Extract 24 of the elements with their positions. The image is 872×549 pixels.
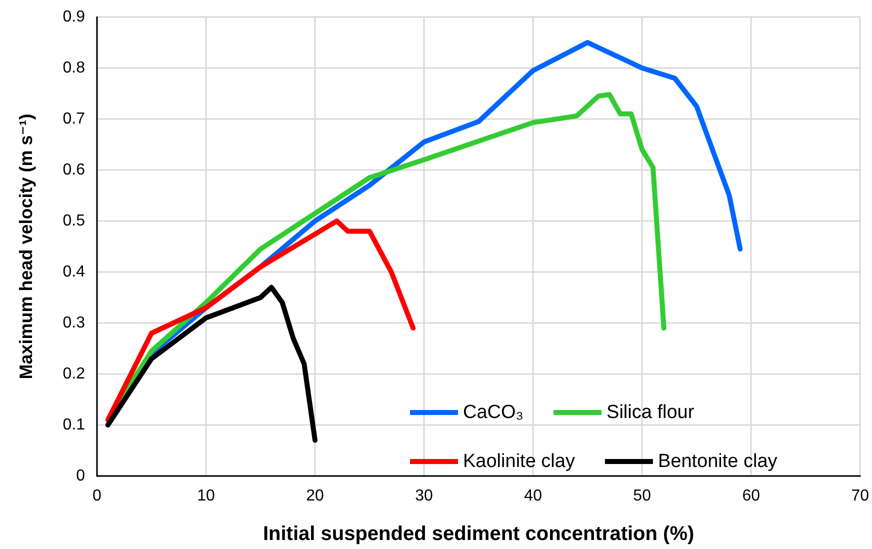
y-tick-label: 0.3 (62, 314, 86, 332)
legend-label: CaCO₃ (463, 402, 524, 423)
y-tick-label: 0.9 (62, 8, 86, 26)
y-tick-label: 0 (76, 468, 86, 484)
legend-label: Kaolinite clay (463, 451, 576, 472)
legend-label: Bentonite clay (658, 451, 778, 472)
x-tick-label: 70 (851, 488, 870, 504)
x-tick-label: 10 (197, 488, 216, 504)
x-tick-label: 0 (92, 488, 102, 504)
x-tick-label: 60 (742, 488, 760, 504)
y-tick-label: 0.5 (62, 212, 86, 230)
x-tick-label: 30 (415, 488, 434, 504)
y-axis-title: Maximum head velocity (m s⁻¹) (16, 114, 36, 380)
y-tick-label: 0.4 (62, 264, 86, 280)
y-tick-label: 0.8 (62, 60, 86, 76)
x-axis-title: Initial suspended sediment concentration (%) (262, 523, 694, 545)
x-tick-label: 50 (633, 488, 652, 504)
legend-label: Silica flour (606, 402, 695, 423)
y-tick-label: 0.6 (62, 162, 86, 178)
y-tick-label: 0.2 (62, 366, 86, 382)
y-tick-label: 0.1 (62, 416, 86, 434)
x-tick-label: 40 (524, 488, 542, 504)
y-tick-label: 0.7 (62, 110, 86, 128)
x-tick-label: 20 (306, 488, 324, 504)
